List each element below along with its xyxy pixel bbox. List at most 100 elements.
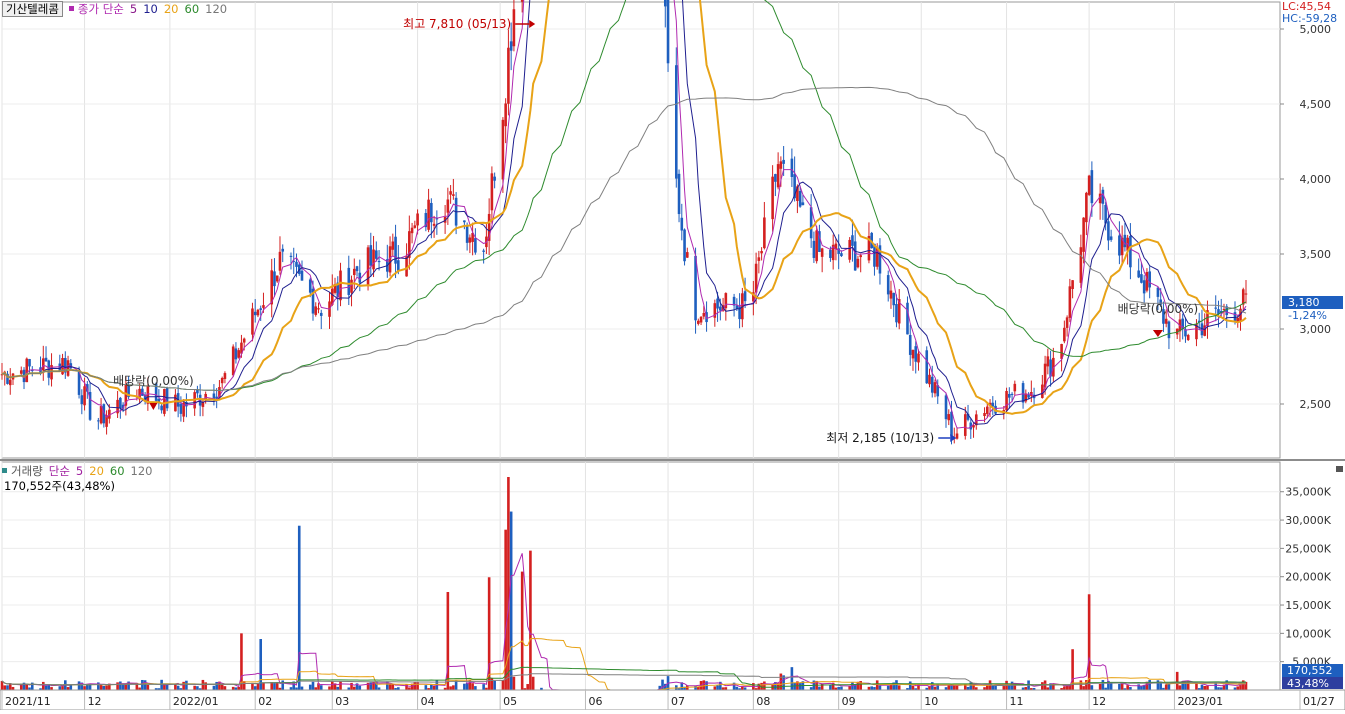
candle-body: [1222, 309, 1226, 311]
volume-bar: [165, 684, 169, 690]
candle-body: [281, 248, 285, 252]
volume-bar: [278, 687, 282, 690]
volume-bar: [397, 687, 400, 690]
volume-bar: [474, 686, 477, 690]
volume-bar: [1065, 685, 1069, 690]
dividend-marker: [149, 403, 158, 410]
candle-body: [908, 334, 912, 355]
stock-name-box[interactable]: 기산텔레콤: [2, 1, 63, 17]
candle-body: [278, 251, 282, 271]
candle-body: [834, 243, 838, 249]
candle-body: [25, 358, 29, 383]
price-ma10-line: [1, 0, 1247, 425]
candle-body: [160, 405, 163, 411]
volume-bar: [86, 684, 89, 690]
candle-body: [930, 376, 934, 393]
candle-body: [509, 41, 513, 51]
candle-body: [743, 291, 747, 302]
volume-axis-tick-label: 20,000K: [1285, 571, 1331, 584]
candle-body: [146, 386, 150, 404]
candle-body: [837, 248, 840, 254]
volume-bar: [1178, 685, 1182, 690]
volume-bar: [952, 685, 956, 690]
volume-bar: [908, 681, 912, 690]
volume-bar: [424, 685, 428, 690]
volume-bar: [237, 686, 240, 690]
current-percent-badge: [1282, 677, 1343, 689]
volume-bar: [405, 684, 408, 690]
x-axis-label: 02: [258, 695, 272, 708]
candle-body: [174, 394, 177, 412]
candle-body: [463, 220, 466, 223]
candle-body: [66, 360, 70, 376]
candle-body: [677, 173, 681, 215]
candle-body: [892, 292, 896, 306]
volume-bar: [878, 685, 882, 690]
x-axis-label: 03: [335, 695, 349, 708]
candle-body: [702, 312, 706, 317]
candle-body: [339, 270, 342, 301]
volume-bar: [1063, 686, 1066, 690]
price-ma20-line: [1, 0, 1247, 415]
volume-bar: [774, 682, 777, 690]
volume-bar: [870, 686, 873, 690]
volume-bar: [831, 682, 835, 690]
candle-body: [201, 401, 205, 407]
candle-body: [1233, 312, 1237, 321]
candle-body: [1145, 272, 1149, 291]
volume-bar: [1159, 683, 1162, 690]
volume-bar: [531, 676, 535, 690]
candle-body: [1241, 289, 1245, 305]
candle-body: [330, 288, 334, 305]
candle-body: [372, 249, 375, 270]
volume-bar: [319, 685, 323, 690]
candle-body: [452, 194, 455, 196]
volume-bar: [141, 679, 144, 690]
volume-bar: [339, 681, 342, 690]
volume-bar: [983, 687, 986, 690]
volume-bar: [256, 682, 260, 690]
candle-body: [352, 268, 356, 276]
candle-body: [1005, 390, 1008, 411]
volume-bar: [242, 681, 246, 690]
dividend-annotation: 배당락(0,00%): [1118, 302, 1199, 316]
volume-bar: [102, 685, 106, 690]
candle-body: [889, 290, 893, 299]
volume-bar: [146, 684, 150, 690]
volume-ma5-legend: 5: [75, 464, 84, 478]
candle-body: [1184, 329, 1187, 337]
candle-body: [809, 207, 813, 239]
volume-bar: [201, 679, 205, 690]
volume-bar: [1195, 682, 1198, 690]
volume-bar: [80, 682, 84, 690]
candle-body: [1164, 318, 1168, 324]
candle-body: [215, 396, 218, 399]
volume-bar: [231, 686, 235, 690]
volume-bar: [452, 685, 455, 690]
candle-body: [666, 0, 670, 64]
volume-bar: [1013, 683, 1017, 690]
volume-bar: [856, 681, 860, 690]
volume-bar: [1079, 680, 1083, 690]
candle-body: [289, 255, 293, 257]
volume-bar: [906, 688, 909, 690]
volume-bar: [1101, 680, 1105, 690]
candle-body: [1120, 237, 1124, 256]
candle-body: [124, 384, 128, 406]
candle-body: [752, 292, 755, 302]
candle-body: [663, 0, 667, 7]
candle-body: [782, 159, 785, 164]
candle-body: [983, 413, 986, 417]
candle-body: [105, 415, 108, 427]
candle-body: [468, 237, 472, 243]
x-axis-label: 01/27: [1303, 695, 1335, 708]
volume-bar: [677, 688, 681, 690]
candle-body: [99, 406, 103, 424]
candle-body: [388, 246, 392, 273]
candle-body: [779, 161, 783, 169]
candle-body: [724, 293, 728, 309]
candle-body: [512, 9, 516, 47]
volume-bar: [1032, 687, 1036, 690]
volume-bar: [297, 525, 301, 690]
